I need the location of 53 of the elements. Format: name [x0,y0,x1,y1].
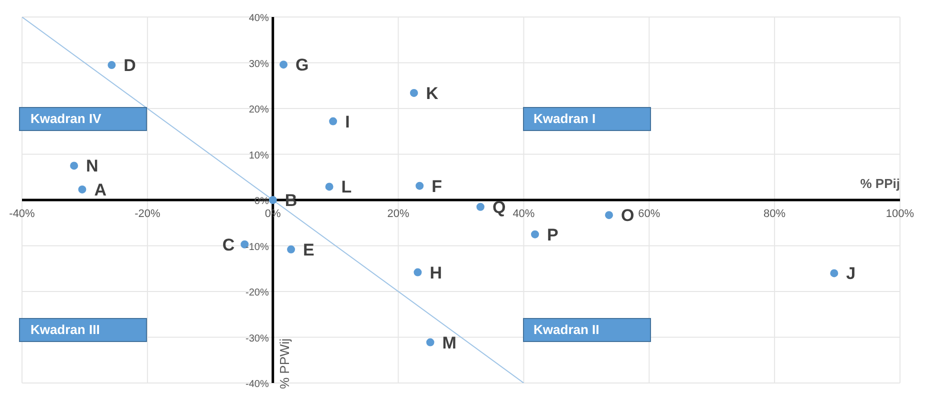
data-label: D [124,56,136,76]
data-label: I [345,112,350,132]
data-label: O [621,206,634,226]
data-label: J [846,264,856,284]
data-label: F [432,176,442,196]
point [410,88,418,97]
x-tick-label: 20% [387,208,410,220]
point [329,117,338,126]
y-tick-label: -40% [246,379,269,390]
y-tick-label: -10% [246,242,269,253]
point [426,338,434,346]
label-box: Kwadran III [19,318,148,342]
y-tick-label: 30% [248,58,269,70]
y-tick-label: 10% [248,150,269,162]
y-tick-label: -20% [246,288,269,298]
x-axis-title: % PPij [860,176,900,191]
point [325,182,334,191]
data-label: K [426,84,439,103]
data-label: L [341,178,352,197]
point [108,61,116,70]
point [414,268,422,276]
x-tick-label: 60% [638,208,660,220]
data-label: A [94,180,106,200]
data-label: C [222,235,235,254]
point [605,211,614,220]
point [78,185,86,194]
point [416,182,424,190]
data-label: N [86,156,98,176]
point [70,162,78,170]
point [280,60,288,69]
x-tick-label: 80% [764,208,786,220]
point [531,230,540,238]
data-label: G [296,56,309,75]
y-tick-label: 20% [248,104,269,116]
label-box: Kwadran IV [19,107,148,132]
x-tick-label: 100% [886,208,914,220]
point [476,202,484,211]
label-box: Kwadran I [522,107,651,132]
point [830,269,838,278]
point [268,196,277,204]
x-tick-label: 40% [512,208,535,220]
point [287,245,296,254]
y-tick-label: -30% [246,333,269,344]
y-tick-label: 40% [248,13,269,24]
label-box: Kwadran II [522,318,651,342]
y-axis-title: % PPWij [276,338,292,389]
data-label: M [442,333,456,352]
data-label: P [547,225,558,244]
data-label: E [303,240,314,260]
x-tick-label: -20% [134,208,160,220]
data-label: Q [492,198,506,217]
data-label: H [430,263,442,282]
x-tick-label: -40% [9,208,36,220]
